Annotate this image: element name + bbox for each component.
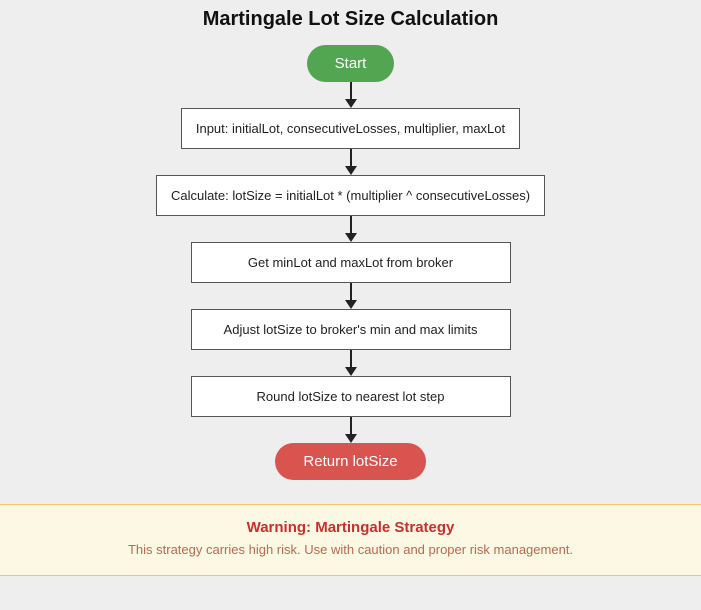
arrow-icon [345, 149, 357, 175]
arrow-icon [345, 417, 357, 443]
warning-body: This strategy carries high risk. Use wit… [10, 542, 691, 557]
warning-title: Warning: Martingale Strategy [10, 519, 691, 536]
process-step: Input: initialLot, consecutiveLosses, mu… [181, 108, 520, 149]
flowchart: Start Input: initialLot, consecutiveLoss… [0, 45, 701, 480]
arrow-icon [345, 82, 357, 108]
arrow-icon [345, 350, 357, 376]
start-node: Start [307, 45, 395, 82]
process-step: Round lotSize to nearest lot step [191, 376, 511, 417]
page-title: Martingale Lot Size Calculation [0, 8, 701, 31]
process-step: Calculate: lotSize = initialLot * (multi… [156, 175, 545, 216]
process-step: Adjust lotSize to broker's min and max l… [191, 309, 511, 350]
warning-panel: Warning: Martingale Strategy This strate… [0, 504, 701, 576]
process-step: Get minLot and maxLot from broker [191, 242, 511, 283]
end-node: Return lotSize [275, 443, 425, 480]
arrow-icon [345, 283, 357, 309]
arrow-icon [345, 216, 357, 242]
